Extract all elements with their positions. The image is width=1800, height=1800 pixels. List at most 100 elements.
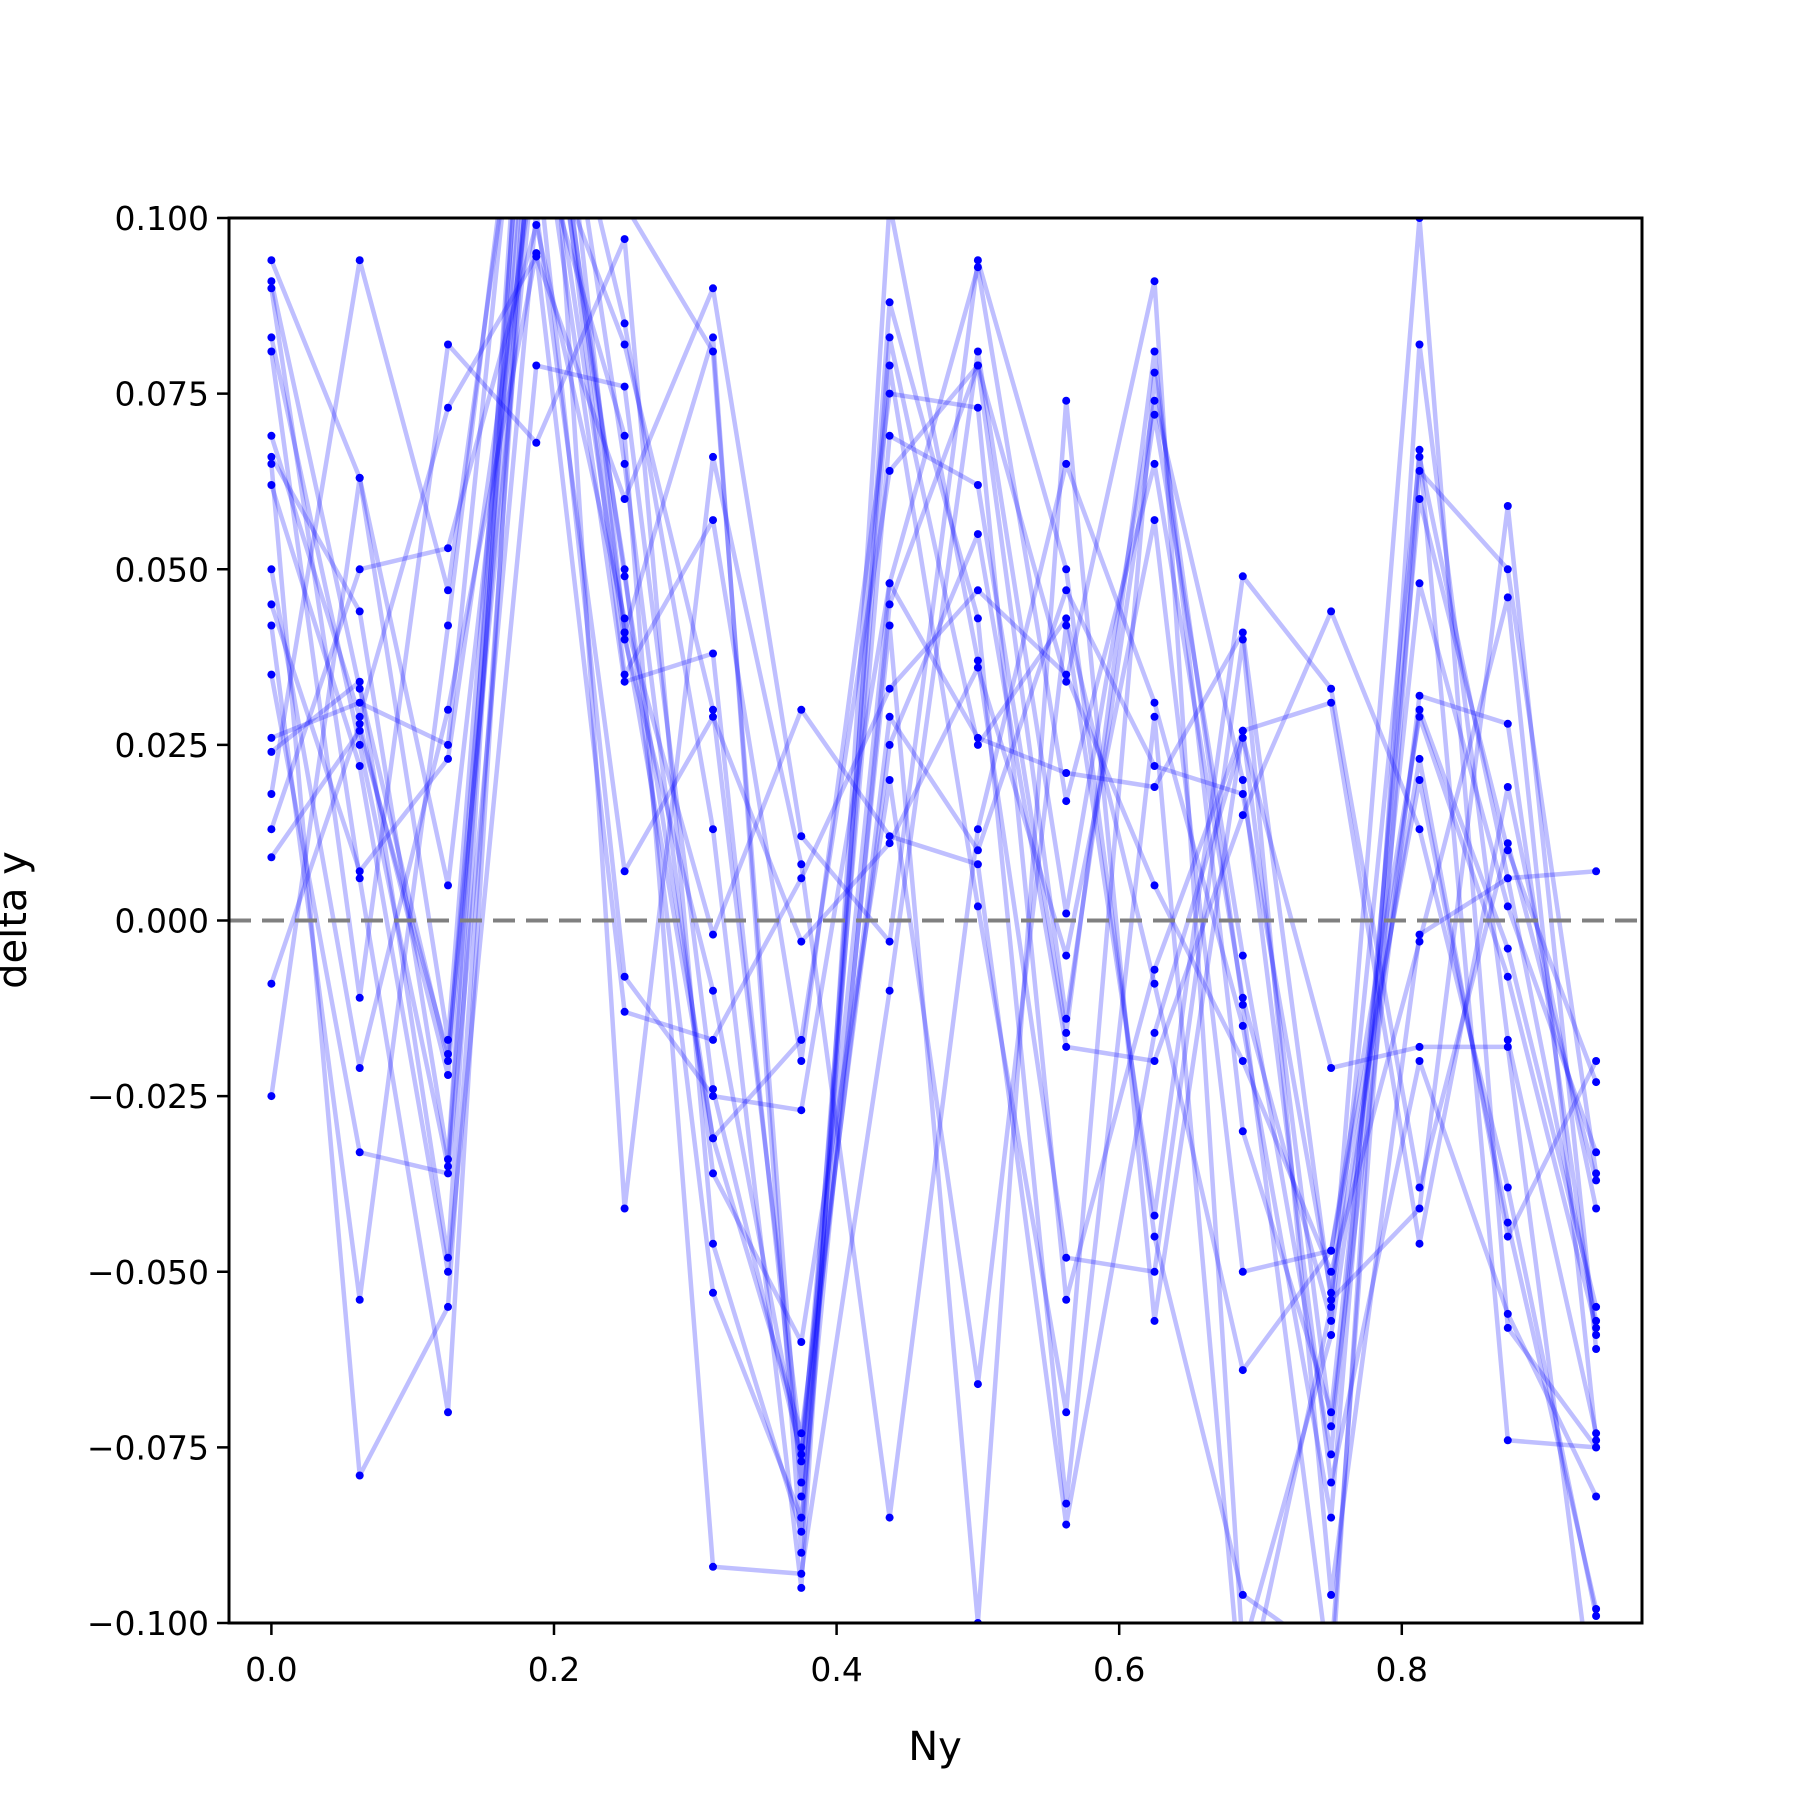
data-point [1062,909,1071,918]
data-point [1592,1302,1601,1311]
data-point [1327,698,1336,707]
data-point [797,1429,806,1438]
data-point [620,495,629,503]
data-point [1592,1443,1601,1452]
data-point [797,1492,806,1501]
data-point [355,726,364,735]
data-point [1327,1288,1336,1297]
series-line [269,218,1599,1617]
data-point [620,1204,629,1213]
data-point [1415,1057,1424,1065]
data-point [973,860,982,869]
data-point [885,839,894,848]
data-point [1238,1267,1247,1276]
data-point [267,853,276,862]
data-point [1062,565,1071,574]
data-point [355,473,364,482]
data-point [1150,1211,1159,1220]
data-point [1327,1246,1336,1255]
series-line [269,218,1599,1478]
data-point [1415,825,1424,834]
data-point [973,347,982,356]
data-point [709,1239,717,1248]
data-point [532,361,541,370]
data-point [1327,684,1336,693]
y-tick-label: −0.050 [87,1253,209,1292]
series-line [269,218,1599,1429]
data-point [1503,593,1512,602]
data-point [444,1162,452,1171]
data-point [885,389,894,398]
data-point [267,670,276,679]
data-point [1327,607,1336,616]
data-point [1062,677,1071,686]
data-point [1503,783,1512,791]
data-point [1238,1000,1247,1009]
data-point [444,1155,452,1164]
data-point [1415,705,1424,714]
data-point [444,740,452,749]
data-point [1415,691,1424,700]
data-point [355,712,364,721]
data-point [1327,1590,1336,1599]
data-point [1503,1218,1512,1227]
series-line [269,218,1599,1450]
data-point [355,256,364,265]
data-point [1238,1366,1247,1375]
series-line [269,218,1599,1623]
series-line [269,363,1599,1457]
data-point [797,1443,806,1452]
data-point [1592,1316,1601,1325]
data-point [1150,965,1159,974]
data-point [267,333,276,342]
data-point [355,698,364,707]
data-point [1592,1345,1601,1353]
data-point [1327,1295,1336,1304]
data-point [355,1295,364,1304]
data-point [1238,951,1247,960]
data-point [355,1471,364,1480]
series-line [270,218,1599,1387]
data-point [1062,1408,1071,1417]
data-point [1503,944,1512,953]
data-point [1503,1323,1512,1332]
data-point [973,733,982,742]
data-point [444,403,452,412]
data-point [620,572,629,581]
data-point [1238,1021,1247,1030]
data-point [1150,712,1159,721]
data-point [267,256,276,265]
data-point [797,1106,806,1115]
data-point [1503,502,1512,510]
data-point [1062,670,1071,679]
data-point [1592,1492,1601,1501]
data-point [444,705,452,714]
data-point [1592,1331,1601,1339]
data-point [709,333,717,342]
y-tick-label: −0.100 [87,1604,209,1643]
data-point [1415,1239,1424,1248]
y-tick-label: −0.075 [87,1428,209,1467]
data-point [973,846,982,855]
data-point [620,1007,629,1016]
data-point [1503,972,1512,981]
data-point [797,1569,806,1578]
y-tick-label: 0.050 [115,550,209,589]
y-tick-label: 0.000 [115,902,209,941]
data-point [532,221,541,229]
data-point [1503,846,1512,855]
data-point [973,663,982,672]
data-point [1503,839,1512,848]
data-point [355,874,364,883]
data-point [1592,1148,1601,1157]
data-point [709,649,717,658]
data-point [444,1071,452,1079]
y-tick-label: −0.025 [87,1077,209,1116]
data-point [444,1253,452,1262]
data-point [267,277,276,286]
data-point [973,902,982,911]
x-tick-label: 0.0 [245,1650,297,1689]
x-axis-label: Ny [908,1724,962,1770]
data-point [620,459,629,468]
data-point [355,1064,364,1072]
